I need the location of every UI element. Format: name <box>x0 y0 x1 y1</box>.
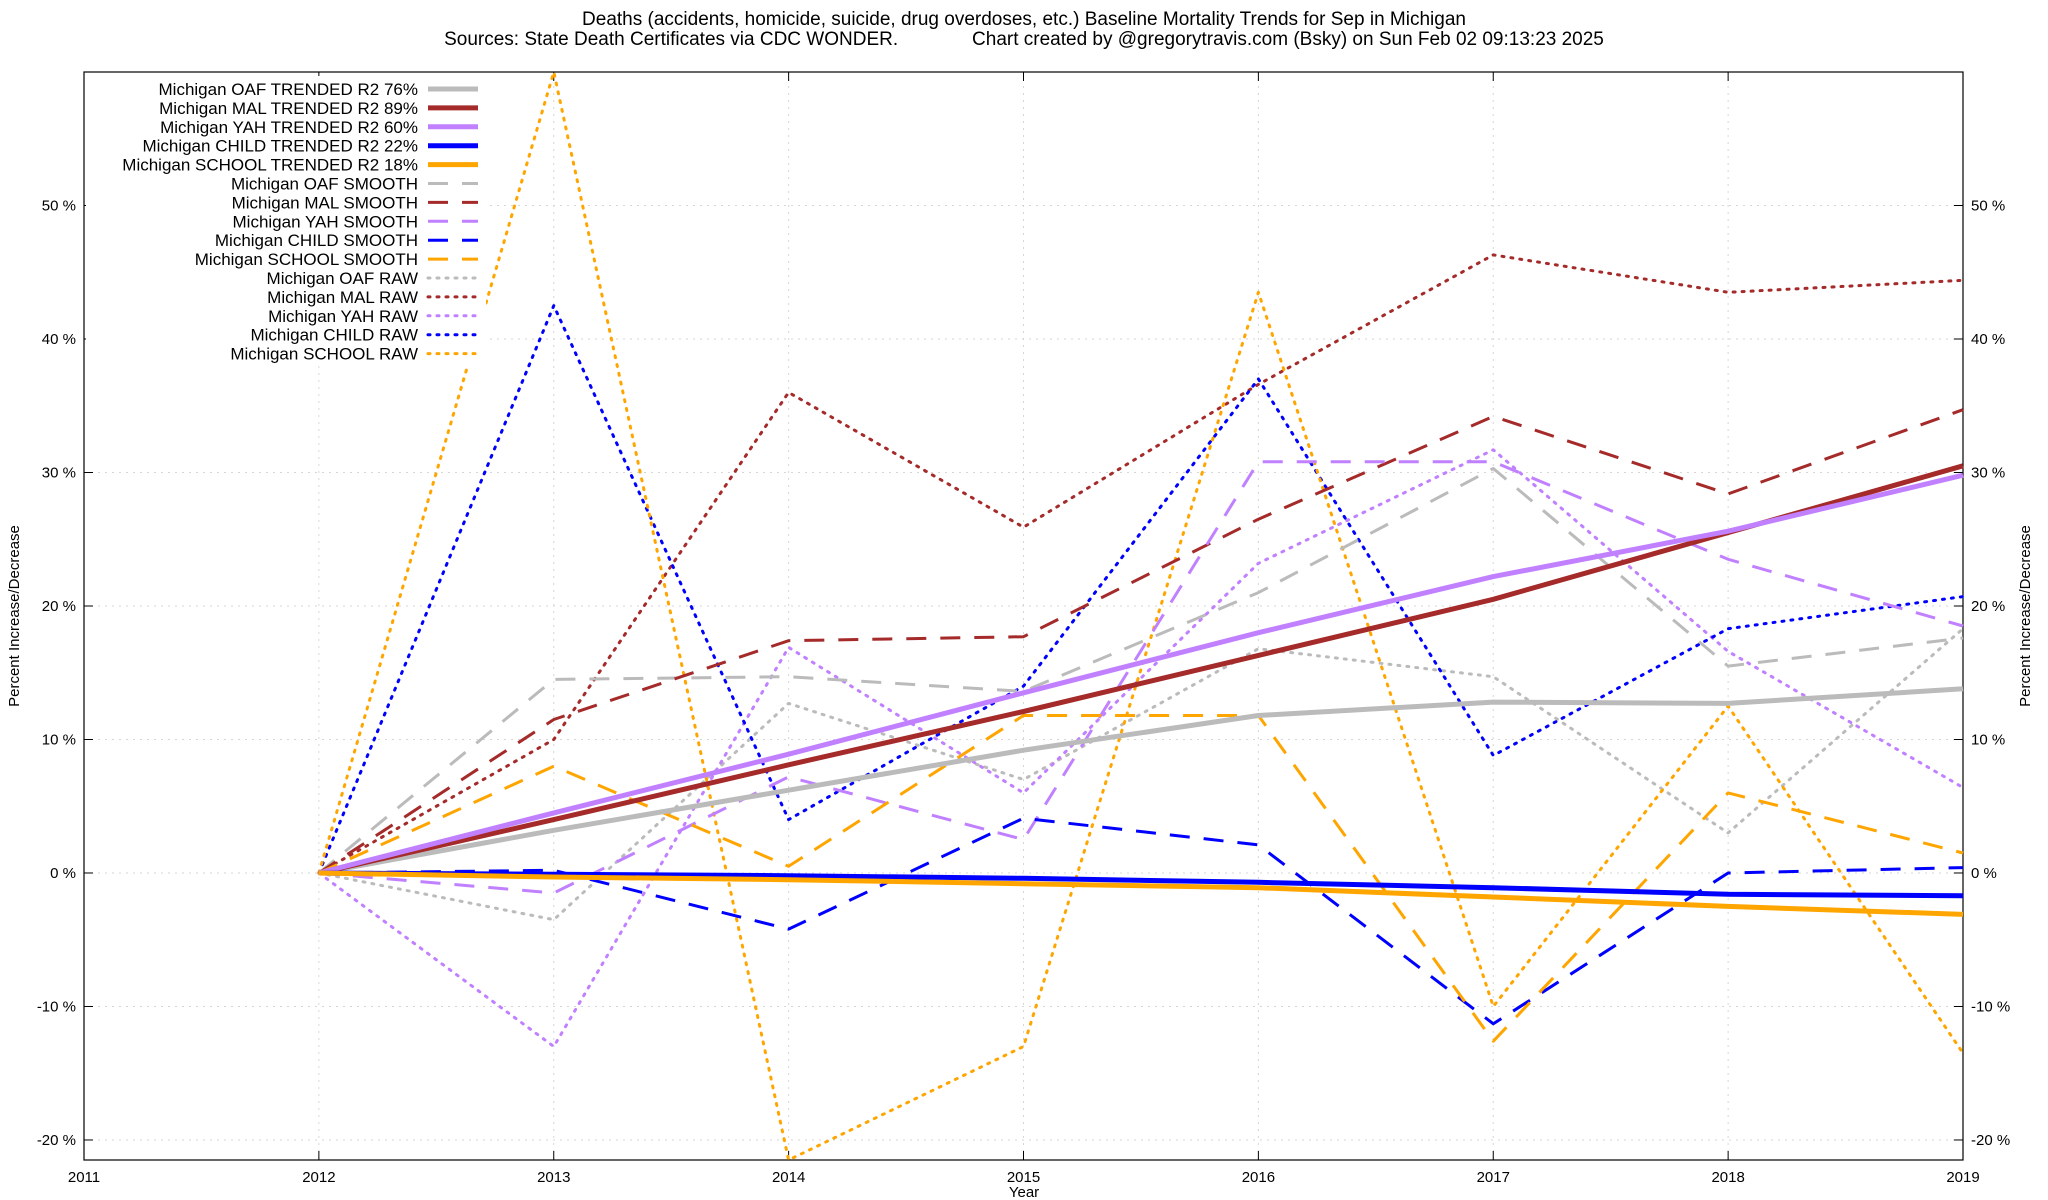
legend-label: Michigan YAH RAW <box>268 307 418 326</box>
series-line <box>317 448 1965 1048</box>
y-tick-label-left: 40 % <box>42 331 76 348</box>
series-line <box>318 870 1964 899</box>
x-tick-label: 2016 <box>1242 1169 1275 1186</box>
y-tick-label-left: 30 % <box>42 464 76 481</box>
series-line <box>318 816 1964 1026</box>
legend-label: Michigan MAL TRENDED R2 89% <box>159 99 418 118</box>
series-line <box>318 686 1964 876</box>
series-line <box>318 463 1964 876</box>
y-tick-label-left: -20 % <box>37 1132 76 1149</box>
legend-label: Michigan CHILD TRENDED R2 22% <box>142 137 418 156</box>
x-tick-label: 2011 <box>68 1169 100 1186</box>
x-tick-label: 2018 <box>1711 1169 1744 1186</box>
x-tick-label: 2012 <box>302 1169 335 1186</box>
legend-label: Michigan CHILD SMOOTH <box>215 231 418 250</box>
y-tick-label-left: 50 % <box>42 197 76 214</box>
series-line <box>317 70 1965 1162</box>
y-tick-label-right: 40 % <box>1971 331 2005 348</box>
chart-title: Deaths (accidents, homicide, suicide, dr… <box>582 9 1466 30</box>
legend-label: Michigan CHILD RAW <box>250 326 418 345</box>
x-tick-label: 2019 <box>1946 1169 1979 1186</box>
legend: Michigan OAF TRENDED R2 76%Michigan MAL … <box>86 76 486 366</box>
chart-subtitle: Sources: State Death Certificates via CD… <box>444 29 1604 50</box>
legend-label: Michigan YAH TRENDED R2 60% <box>160 118 418 137</box>
series-line <box>317 467 1964 875</box>
series-line <box>317 253 1965 875</box>
y-tick-label-left: 0 % <box>50 865 76 882</box>
legend-background <box>86 76 486 366</box>
y-tick-label-right: 20 % <box>1971 598 2005 615</box>
y-axis-title-right: Percent Increase/Decrease <box>2017 525 2034 707</box>
y-tick-label-right: 30 % <box>1971 464 2005 481</box>
series-line <box>318 472 1964 876</box>
axis-ticks: 2011 2012 2013 2014 2015 2016 2017 2018 2019 -20 … <box>37 72 2010 1186</box>
series-line <box>317 304 1965 875</box>
series-lines <box>317 70 1965 1162</box>
series-line <box>318 408 1964 875</box>
y-tick-label-right: 0 % <box>1971 865 1997 882</box>
legend-label: Michigan OAF RAW <box>267 269 418 288</box>
x-tick-label: 2017 <box>1477 1169 1510 1186</box>
y-tick-label-left: -10 % <box>37 998 76 1015</box>
x-axis-title: Year <box>1009 1184 1039 1200</box>
series-line <box>318 714 1964 1043</box>
x-tick-label: 2014 <box>772 1169 805 1186</box>
legend-label: Michigan SCHOOL RAW <box>230 345 418 364</box>
y-tick-label-right: -10 % <box>1971 998 2010 1015</box>
x-tick-label: 2013 <box>537 1169 570 1186</box>
y-tick-label-right: 10 % <box>1971 731 2005 748</box>
series-line <box>318 870 1964 917</box>
y-tick-label-right: 50 % <box>1971 197 2005 214</box>
legend-label: Michigan SCHOOL TRENDED R2 18% <box>122 156 418 175</box>
grid <box>84 72 1963 1160</box>
legend-label: Michigan MAL SMOOTH <box>232 193 418 212</box>
y-tick-label-left: 20 % <box>42 598 76 615</box>
y-tick-label-left: 10 % <box>42 731 76 748</box>
legend-label: Michigan YAH SMOOTH <box>233 212 418 231</box>
y-axis-title-left: Percent Increase/Decrease <box>6 525 23 707</box>
legend-label: Michigan SCHOOL SMOOTH <box>195 250 418 269</box>
legend-label: Michigan OAF TRENDED R2 76% <box>159 80 419 99</box>
y-tick-label-right: -20 % <box>1971 1132 2010 1149</box>
x-tick-label: 2015 <box>1007 1169 1040 1186</box>
legend-label: Michigan MAL RAW <box>267 288 418 307</box>
legend-label: Michigan OAF SMOOTH <box>231 175 418 194</box>
